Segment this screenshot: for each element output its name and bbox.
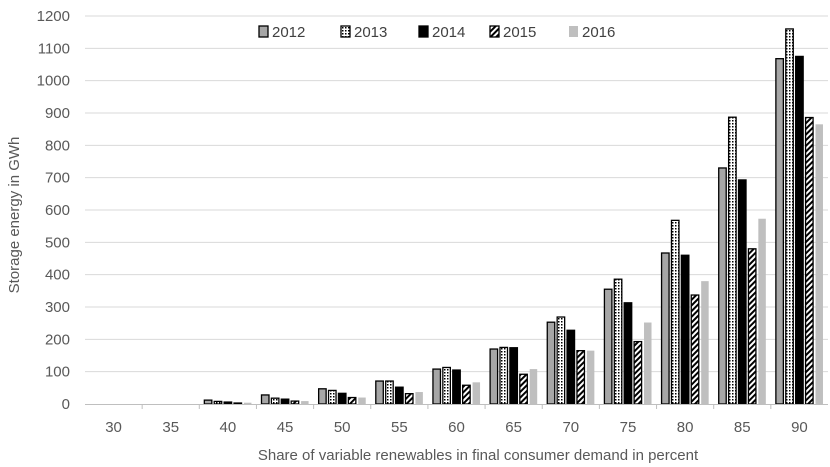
bar-2014-90 — [795, 55, 804, 405]
legend-label-2014: 2014 — [432, 24, 465, 41]
legend-swatch-2012 — [258, 25, 269, 38]
legend-label-2016: 2016 — [582, 24, 615, 41]
bar-2015-80 — [690, 294, 700, 405]
y-tick-label: 400 — [45, 267, 70, 284]
bar-2013-50 — [327, 389, 337, 405]
y-tick-label: 1200 — [37, 8, 70, 25]
bar-2015-40 — [233, 402, 243, 405]
bar-2014-50 — [337, 392, 347, 405]
bar-2012-55 — [375, 380, 384, 405]
y-tick-label: 300 — [45, 299, 70, 316]
bar-2012-90 — [775, 58, 785, 405]
x-tick-label: 85 — [734, 419, 751, 436]
bar-2016-80 — [701, 281, 709, 404]
legend-label-2013: 2013 — [354, 24, 387, 41]
bar-2014-65 — [509, 347, 519, 405]
bar-2016-45 — [301, 401, 309, 404]
bar-2014-60 — [452, 369, 461, 405]
legend: 2012 2013 2014 2015 2016 — [258, 24, 615, 41]
bar-2014-45 — [280, 398, 290, 405]
x-tick-label: 90 — [791, 419, 808, 436]
bar-2014-85 — [737, 179, 747, 405]
x-tick-label: 70 — [562, 419, 579, 436]
x-tick-label: 80 — [677, 419, 694, 436]
bar-2016-85 — [758, 218, 766, 404]
bar-2012-65 — [489, 348, 499, 405]
bar-2015-60 — [461, 384, 471, 405]
legend-swatch-2013 — [340, 25, 351, 38]
y-tick-label: 200 — [45, 331, 70, 348]
bar-2015-70 — [576, 349, 586, 405]
bar-2015-75 — [633, 340, 643, 405]
bar-2016-65 — [529, 369, 538, 404]
bar-2012-80 — [660, 252, 670, 405]
x-axis-title: Share of variable renewables in final co… — [258, 447, 699, 464]
bar-2014-40 — [223, 401, 233, 405]
bar-2014-80 — [680, 254, 690, 405]
bar-2015-50 — [347, 396, 357, 405]
bar-2013-65 — [499, 346, 509, 405]
bar-2014-70 — [566, 329, 576, 405]
bar-2012-50 — [317, 388, 327, 405]
bar-2012-40 — [203, 399, 213, 405]
bar-2013-40 — [213, 400, 223, 405]
gridlines — [85, 15, 828, 373]
bar-2016-60 — [472, 382, 481, 404]
x-tick-label: 75 — [620, 419, 637, 436]
legend-label-2012: 2012 — [272, 24, 305, 41]
bar-2015-65 — [519, 373, 528, 405]
y-axis-ticks: 0 100 200 300 400 500 600 700 800 900 1000 1100 1200 — [37, 8, 70, 413]
bar-2014-75 — [623, 302, 633, 405]
y-tick-label: 800 — [45, 137, 70, 154]
bar-2012-70 — [546, 321, 556, 405]
bar-2012-60 — [432, 368, 442, 405]
bar-2015-45 — [290, 400, 300, 405]
y-axis-title: Storage energy in GWh — [6, 137, 23, 294]
bar-2016-50 — [358, 397, 366, 404]
x-tick-label: 40 — [220, 419, 237, 436]
bar-2015-90 — [804, 116, 814, 405]
legend-swatch-2015 — [489, 25, 500, 38]
x-tick-label: 60 — [448, 419, 465, 436]
x-tick-label: 50 — [334, 419, 351, 436]
bar-2016-75 — [644, 322, 652, 404]
bar-2015-55 — [404, 393, 414, 405]
y-tick-label: 500 — [45, 234, 70, 251]
y-tick-label: 600 — [45, 202, 70, 219]
legend-swatch-2016 — [569, 26, 578, 37]
legend-swatch-2014 — [418, 25, 429, 38]
y-tick-label: 1100 — [38, 40, 70, 57]
bar-2013-90 — [785, 28, 794, 405]
bar-2013-70 — [556, 316, 566, 405]
x-tick-label: 65 — [505, 419, 522, 436]
bar-2016-90 — [815, 124, 823, 405]
bar-2012-85 — [718, 167, 727, 405]
bar-2013-80 — [670, 219, 680, 405]
bar-2014-55 — [394, 386, 404, 405]
x-tick-label: 35 — [162, 419, 179, 436]
y-tick-label: 700 — [45, 170, 70, 187]
bar-2013-60 — [442, 366, 452, 405]
bars — [203, 28, 823, 405]
bar-2013-55 — [385, 380, 394, 405]
bar-2012-75 — [603, 288, 613, 405]
bar-2013-85 — [727, 116, 737, 405]
y-tick-label: 1000 — [37, 73, 70, 90]
bar-2016-70 — [586, 350, 595, 404]
y-tick-label: 100 — [45, 364, 70, 381]
x-tick-label: 55 — [391, 419, 408, 436]
bar-2013-75 — [613, 278, 623, 405]
x-tick-label: 30 — [105, 419, 122, 436]
legend-label-2015: 2015 — [503, 24, 536, 41]
bar-2012-45 — [260, 394, 270, 405]
x-axis-ticks: 30 35 40 45 50 55 60 65 70 75 80 85 90 — [105, 404, 808, 436]
y-tick-label: 900 — [45, 105, 70, 122]
bar-2016-55 — [415, 392, 423, 404]
bar-2013-45 — [270, 397, 280, 405]
bar-2016-40 — [243, 402, 252, 404]
x-tick-label: 45 — [277, 419, 294, 436]
y-tick-label: 0 — [62, 396, 70, 413]
bar-2015-85 — [747, 248, 757, 405]
